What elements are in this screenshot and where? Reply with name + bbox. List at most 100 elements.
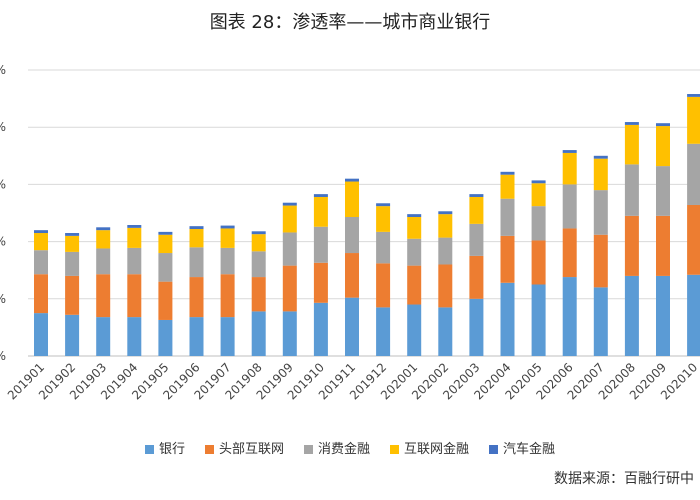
- grid-lines: [28, 69, 700, 357]
- bar-segment-3: [65, 251, 80, 276]
- bar-segment-2: [251, 277, 266, 312]
- legend-swatch: [489, 445, 499, 454]
- bar-segment-4: [687, 96, 700, 144]
- bar-segment-4: [158, 234, 173, 254]
- bar-segment-3: [562, 184, 577, 229]
- bar-segment-4: [127, 227, 142, 248]
- bar-segment-5: [376, 203, 391, 207]
- legend-swatch: [390, 445, 399, 454]
- bar-segment-5: [562, 150, 577, 153]
- bar-segment-2: [407, 265, 422, 305]
- legend-item: 互联网金融: [390, 438, 469, 457]
- y-tick-label: %: [0, 235, 6, 249]
- bar-segment-5: [96, 227, 111, 231]
- bar-segment-3: [282, 232, 297, 266]
- bar-segment-4: [251, 234, 266, 252]
- bar-segment-2: [376, 263, 391, 308]
- bar-segment-5: [34, 230, 48, 234]
- bar-segment-3: [500, 198, 515, 236]
- bar-segment-1: [687, 274, 700, 356]
- y-tick-label: %: [0, 63, 6, 77]
- bar-segment-3: [469, 223, 484, 256]
- x-axis-tick-labels: 2019012019022019032019042019052019062019…: [5, 360, 700, 402]
- bar-segment-2: [345, 253, 359, 298]
- bar-segment-1: [500, 282, 515, 356]
- bar-segment-1: [656, 275, 670, 356]
- bar-segment-4: [376, 206, 391, 232]
- bar-segment-4: [313, 196, 328, 227]
- bar-segment-4: [96, 230, 111, 249]
- bar-segment-2: [158, 281, 173, 320]
- bar-segment-3: [345, 217, 359, 254]
- bar-segment-2: [562, 228, 577, 278]
- bar-segment-5: [251, 231, 266, 235]
- bar-segment-2: [220, 274, 235, 318]
- bar-segment-4: [593, 158, 608, 191]
- bar-segment-3: [251, 251, 266, 278]
- bar-segment-5: [313, 194, 328, 197]
- bar-segment-1: [624, 275, 639, 356]
- bar-segment-4: [469, 196, 484, 224]
- bar-segment-3: [127, 247, 142, 275]
- bar-segment-3: [407, 238, 422, 266]
- bar-segment-2: [531, 240, 546, 285]
- bar-segment-4: [500, 174, 515, 199]
- bar-segment-1: [562, 277, 577, 356]
- y-tick-label: %: [0, 292, 6, 306]
- bar-segment-3: [531, 206, 546, 241]
- legend-swatch: [204, 445, 214, 454]
- bar-segment-1: [438, 307, 453, 356]
- bar-segment-2: [313, 262, 328, 303]
- bar-segment-4: [407, 217, 422, 239]
- bar-segment-3: [313, 226, 328, 263]
- bar-segment-5: [624, 122, 639, 125]
- bar-segment-5: [127, 225, 142, 228]
- y-tick-label: %: [0, 177, 6, 191]
- y-axis-tick-labels: %%%%%%: [0, 63, 6, 363]
- bar-segment-2: [127, 274, 142, 318]
- bar-segment-3: [687, 143, 700, 205]
- bar-segment-2: [96, 274, 111, 318]
- bar-segment-5: [469, 194, 484, 197]
- bar-segment-4: [220, 228, 235, 248]
- bar-segment-1: [96, 317, 111, 356]
- bar-segment-5: [220, 225, 235, 229]
- bar-segment-2: [624, 215, 639, 276]
- bar-segment-1: [251, 311, 266, 356]
- bar-segment-4: [438, 214, 453, 238]
- bar-segment-3: [189, 247, 204, 278]
- bar-segment-2: [189, 277, 204, 318]
- bar-segment-5: [438, 211, 453, 215]
- bar-segment-1: [34, 313, 48, 356]
- bar-segment-2: [438, 264, 453, 308]
- y-tick-label: %: [0, 349, 6, 363]
- source-note: 数据来源：百融行研中: [554, 471, 694, 487]
- bar-segment-1: [313, 302, 328, 356]
- bar-segment-1: [345, 297, 359, 356]
- bar-segment-1: [593, 287, 608, 356]
- bar-segment-4: [65, 235, 80, 252]
- bar-segment-4: [189, 229, 204, 248]
- legend-item: 银行: [144, 438, 185, 457]
- bar-segment-4: [656, 126, 670, 167]
- bar-segment-5: [407, 214, 422, 218]
- bar-segment-3: [34, 250, 48, 275]
- bar-segment-5: [189, 226, 204, 230]
- bar-segment-2: [282, 265, 297, 312]
- bar-segment-1: [469, 298, 484, 356]
- bar-segment-2: [593, 234, 608, 288]
- bar-segment-1: [220, 317, 235, 356]
- y-tick-label: %: [0, 120, 6, 134]
- bar-segment-2: [500, 235, 515, 283]
- legend-label: 银行: [158, 442, 185, 457]
- bar-segment-3: [220, 247, 235, 275]
- bar-segment-5: [282, 202, 297, 206]
- bar-segment-5: [593, 155, 608, 159]
- bar-segment-5: [65, 233, 80, 236]
- legend-label: 汽车金融: [503, 442, 556, 457]
- bar-segment-4: [34, 233, 48, 251]
- bar-segment-5: [687, 94, 700, 97]
- legend-item: 汽车金融: [489, 438, 555, 457]
- legend: 银行 头部互联网 消费金融 互联网金融 汽车金融: [0, 438, 700, 457]
